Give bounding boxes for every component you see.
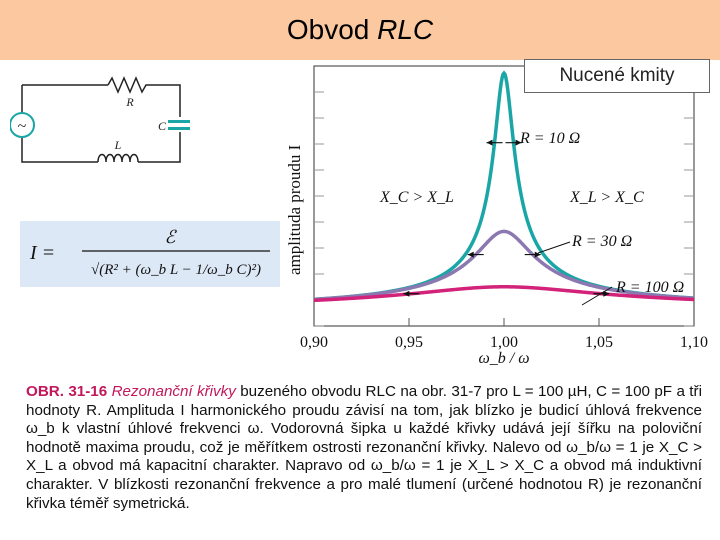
x-axis-label: ω_b / ω [478, 350, 529, 367]
caption-text: buzeného obvodu RLC na obr. 31-7 pro L =… [26, 383, 702, 512]
ac-source-symbol [10, 112, 35, 138]
x-tick-label: 1,10 [680, 334, 708, 351]
inductor-symbol [97, 153, 139, 163]
half-width-arrowhead [486, 139, 493, 146]
x-tick-label: 0,90 [300, 334, 328, 351]
title-bar [0, 0, 720, 60]
subtitle-box: Nucené kmity [524, 59, 710, 93]
annotation-xc-gt-xl: X_C > X_L [379, 189, 454, 206]
formula-box: I = ℰ √(R² + (ω_b L − 1/ω_b C)²) [20, 221, 280, 287]
label-R: R [125, 95, 134, 109]
source-symbol: ~ [18, 118, 27, 135]
leader-r100 [581, 286, 613, 306]
resonance-chart: 0,90 0,95 1,00 1,05 1,10 amplituda proudu I … [285, 65, 708, 367]
formula-denominator: √(R² + (ω_b L − 1/ω_b C)²) [91, 262, 261, 278]
circuit-diagram: ~ R C L [10, 76, 190, 163]
annotation-xl-gt-xc: X_L > X_C [569, 189, 644, 206]
x-tick-label: 0,95 [395, 334, 423, 351]
half-width-arrowhead [603, 290, 610, 297]
caption-title: Rezonanční křivky [111, 383, 236, 400]
leader-r30 [537, 241, 571, 254]
formula: I = ℰ √(R² + (ω_b L − 1/ω_b C)²) [29, 227, 270, 278]
y-axis-label: amplituda proudu I [285, 144, 304, 275]
label-C: C [158, 119, 167, 133]
curve-r100 [313, 285, 695, 303]
curve-r30 [313, 229, 695, 302]
label-r10: R = 10 Ω [519, 130, 580, 147]
half-width-arrowhead [534, 251, 541, 258]
title-main: Obvod [286, 14, 370, 45]
title-italic: RLC [377, 14, 434, 45]
slide-title: Obvod RLC [0, 14, 720, 46]
subtitle: Nucené kmity [559, 65, 675, 86]
capacitor-symbol [168, 120, 190, 130]
label-L: L [114, 138, 122, 152]
resistor-symbol [107, 76, 150, 94]
formula-lhs: I = [29, 242, 55, 264]
half-width-arrowhead [467, 251, 474, 258]
label-r30: R = 30 Ω [571, 233, 632, 250]
label-r100: R = 100 Ω [615, 279, 684, 296]
plot-frame [313, 65, 695, 327]
figure-caption: OBR. 31-16 Rezonanční křivky buzeného ob… [26, 383, 702, 513]
half-width-arrowhead [515, 139, 522, 146]
formula-numerator: ℰ [165, 227, 178, 247]
half-width-arrowhead [403, 290, 410, 297]
caption-label: OBR. 31-16 [26, 383, 108, 400]
x-tick-label: 1,00 [490, 334, 518, 351]
x-tick-label: 1,05 [585, 334, 613, 351]
